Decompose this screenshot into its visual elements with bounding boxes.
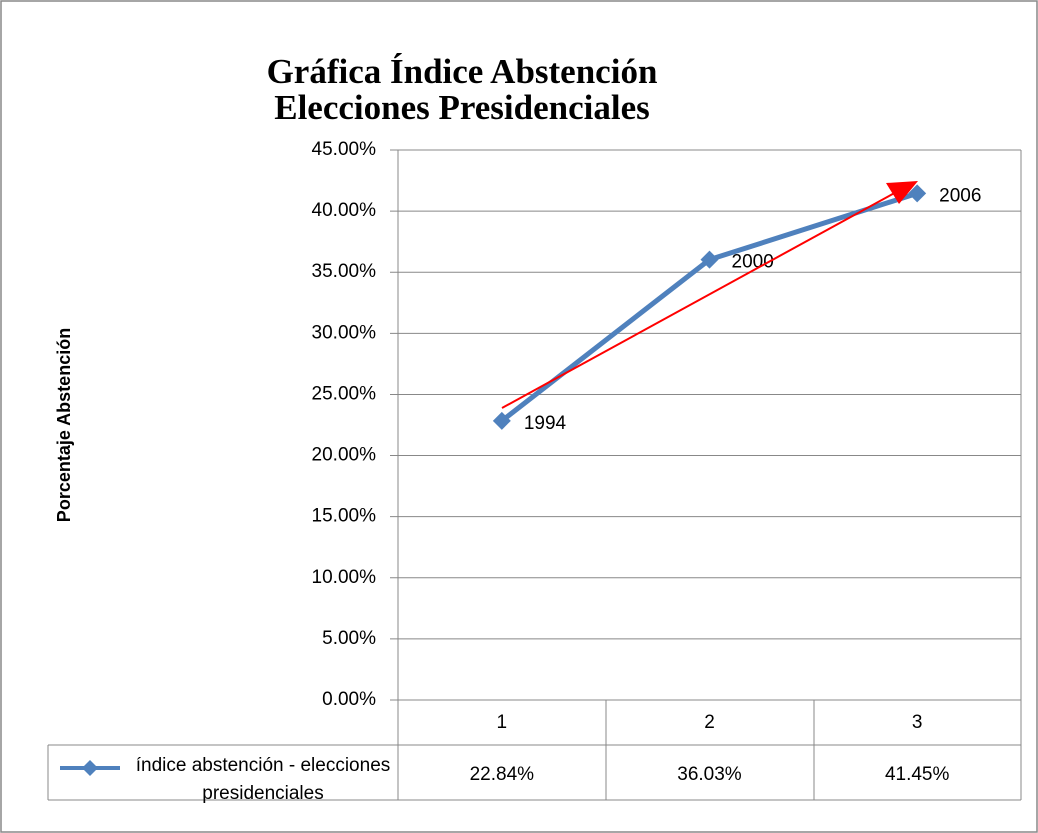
chart-title: Elecciones Presidenciales bbox=[274, 88, 650, 127]
y-tick-label: 20.00% bbox=[312, 445, 377, 466]
y-tick-label: 5.00% bbox=[322, 628, 376, 649]
y-tick-label: 40.00% bbox=[312, 200, 377, 221]
legend-marker bbox=[82, 760, 98, 776]
marker bbox=[492, 411, 511, 430]
data-table-value: 36.03% bbox=[677, 764, 742, 785]
y-tick-label: 15.00% bbox=[312, 506, 377, 527]
marker bbox=[700, 250, 719, 269]
trend-arrow bbox=[501, 189, 901, 409]
y-tick-label: 25.00% bbox=[312, 383, 377, 404]
y-tick-label: 10.00% bbox=[312, 567, 377, 588]
y-tick-label: 45.00% bbox=[312, 139, 377, 160]
y-axis-label: Porcentaje Abstención bbox=[54, 328, 74, 522]
y-tick-label: 35.00% bbox=[312, 261, 377, 282]
chart-title: Gráfica Índice Abstención bbox=[267, 52, 658, 91]
point-label: 2006 bbox=[939, 185, 981, 206]
point-label: 1994 bbox=[524, 413, 567, 434]
y-tick-label: 30.00% bbox=[312, 322, 377, 343]
trend-arrow-head bbox=[886, 181, 918, 204]
x-tick-label: 2 bbox=[704, 712, 715, 733]
x-tick-label: 1 bbox=[497, 712, 508, 733]
y-tick-label: 0.00% bbox=[322, 689, 376, 710]
legend-label: índice abstención - elecciones presidenc… bbox=[135, 755, 391, 804]
x-tick-label: 3 bbox=[912, 712, 923, 733]
data-table-grid bbox=[47, 150, 1022, 801]
data-table-value: 22.84% bbox=[470, 764, 535, 785]
data-table-value: 41.45% bbox=[885, 764, 950, 785]
marker bbox=[908, 184, 927, 203]
point-label: 2000 bbox=[732, 252, 774, 273]
